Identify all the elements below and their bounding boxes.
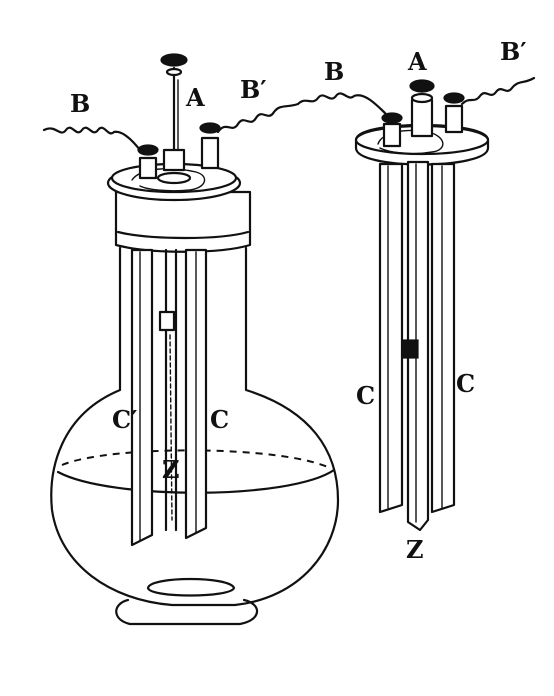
right-terminal-B-prime: [444, 104, 464, 134]
electrode-assembly: B A B′ C C Z: [296, 37, 536, 564]
terminal-B-prime-cap: [199, 122, 221, 134]
terminal-B: [138, 156, 158, 180]
rod-A-knob: [160, 53, 188, 67]
right-terminal-B-prime-cap: [443, 92, 465, 104]
zinc-rod-hatching: [169, 334, 173, 521]
label-right-C-right: C: [456, 369, 475, 398]
terminal-B-prime: [200, 136, 220, 170]
stopper: [114, 190, 252, 253]
label-right-Z: Z: [406, 535, 424, 564]
label-right-B: B: [324, 57, 344, 86]
right-terminal-A: [410, 98, 434, 138]
terminal-B-cap: [137, 144, 159, 156]
zinc-clamp: [158, 310, 176, 332]
wire-B-coil: [42, 126, 142, 152]
right-zinc-clamp: [401, 339, 419, 359]
right-electrode-C-left: [378, 162, 404, 514]
right-terminal-A-collar: [410, 92, 434, 104]
label-right-A: A: [407, 47, 427, 76]
label-left-A: A: [185, 83, 205, 112]
flask-assembly: B A B′ C′ C Z: [42, 53, 340, 626]
label-left-C-prime: C′: [112, 405, 137, 434]
central-post-base: [156, 171, 192, 185]
right-wire-B-coil: [296, 92, 390, 118]
rod-A-collar: [165, 67, 183, 77]
right-terminal-B: [382, 122, 402, 148]
flask-foot: [115, 598, 259, 626]
label-left-C: C: [210, 405, 229, 434]
electrode-C-prime: [130, 248, 154, 547]
label-left-B-prime: B′: [240, 75, 267, 104]
right-electrode-C-right: [430, 162, 456, 514]
flask-foot-opening: [146, 577, 236, 597]
stopper-lower-rim: [116, 230, 250, 240]
label-left-B: B: [70, 89, 90, 118]
zinc-rod: [164, 248, 178, 532]
label-right-C-left: C: [356, 381, 375, 410]
central-binding-post: [162, 148, 186, 172]
right-wire-B-prime-coil: [460, 76, 536, 106]
right-terminal-A-cap: [409, 79, 435, 93]
label-right-B-prime: B′: [500, 37, 527, 66]
flask-body: [50, 246, 340, 607]
wire-B-prime-coil: [216, 102, 300, 134]
label-left-Z: Z: [162, 455, 180, 484]
